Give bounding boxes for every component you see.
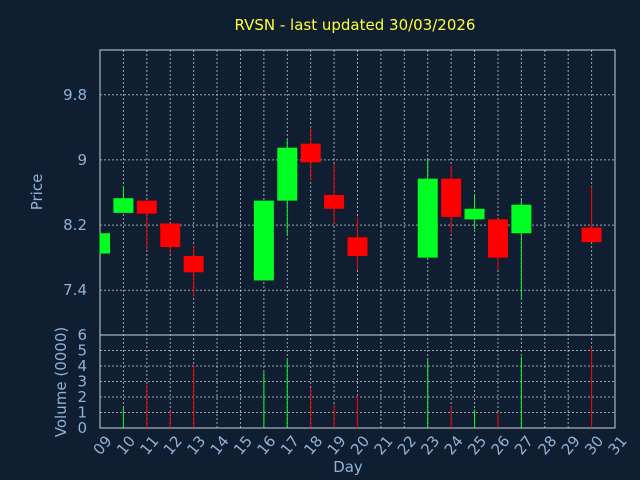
price-tick-label: 9 (77, 151, 87, 169)
price-tick-label: 9.8 (63, 86, 87, 104)
volume-tick-label: 6 (77, 326, 87, 344)
price-panel-frame (99, 49, 616, 336)
x-tick-label: 15 (230, 432, 256, 458)
volume-tick-label: 1 (77, 404, 87, 422)
x-tick-label: 24 (441, 432, 467, 458)
volume-tick-label: 3 (77, 373, 87, 391)
x-axis-label: Day (333, 458, 363, 476)
candle-body (324, 194, 345, 209)
x-tick-label: 12 (160, 432, 186, 458)
volume-tick-label: 5 (77, 342, 87, 360)
candle-body (464, 208, 485, 220)
price-axis-label: Price (28, 174, 46, 211)
candle-body (136, 200, 157, 214)
candle-body (581, 227, 602, 243)
x-tick-label: 20 (347, 432, 373, 458)
x-tick-label: 17 (277, 432, 303, 458)
x-tick-label: 30 (581, 432, 607, 458)
x-tick-label: 11 (136, 432, 162, 458)
candle-body (347, 237, 368, 257)
price-tick-label: 8.2 (63, 216, 87, 234)
x-tick-label: 14 (207, 432, 233, 458)
candles (99, 127, 602, 299)
x-tick-label: 28 (534, 432, 560, 458)
candle-body (183, 256, 204, 273)
x-tick-label: 16 (253, 432, 279, 458)
x-tick-label: 26 (488, 432, 514, 458)
candle-body (300, 143, 321, 163)
candle-body (277, 147, 298, 201)
x-tick-label: 13 (183, 432, 209, 458)
x-tick-label: 25 (464, 432, 490, 458)
x-tick-label: 27 (511, 432, 537, 458)
candle-body (417, 178, 438, 258)
volume-tick-label: 4 (77, 357, 87, 375)
x-tick-label: 23 (417, 432, 443, 458)
price-axis-ticks: 7.4 8.2 9 9.8 (63, 86, 87, 299)
volume-tick-label: 0 (77, 419, 87, 437)
candle-body (160, 223, 181, 248)
x-tick-label: 09 (90, 432, 116, 458)
candle-body (511, 204, 532, 234)
volume-axis-label: Volume (0000) (52, 327, 70, 437)
candle-body (441, 178, 462, 217)
x-tick-label: 21 (370, 432, 396, 458)
volume-tick-label: 2 (77, 388, 87, 406)
x-tick-label: 29 (558, 432, 584, 458)
volume-bars (122, 347, 593, 428)
candle-body (113, 198, 134, 213)
x-tick-label: 31 (605, 432, 631, 458)
candle-body (100, 233, 110, 254)
x-axis-ticks: 0910111213141516171819202122232425262728… (90, 432, 631, 458)
candle-body (487, 219, 508, 258)
candle-body (253, 200, 274, 281)
x-tick-label: 19 (324, 432, 350, 458)
x-tick-label: 18 (300, 432, 326, 458)
price-tick-label: 7.4 (63, 281, 87, 299)
x-tick-label: 10 (113, 432, 139, 458)
chart-title: RVSN - last updated 30/03/2026 (235, 16, 476, 34)
x-tick-label: 22 (394, 432, 420, 458)
